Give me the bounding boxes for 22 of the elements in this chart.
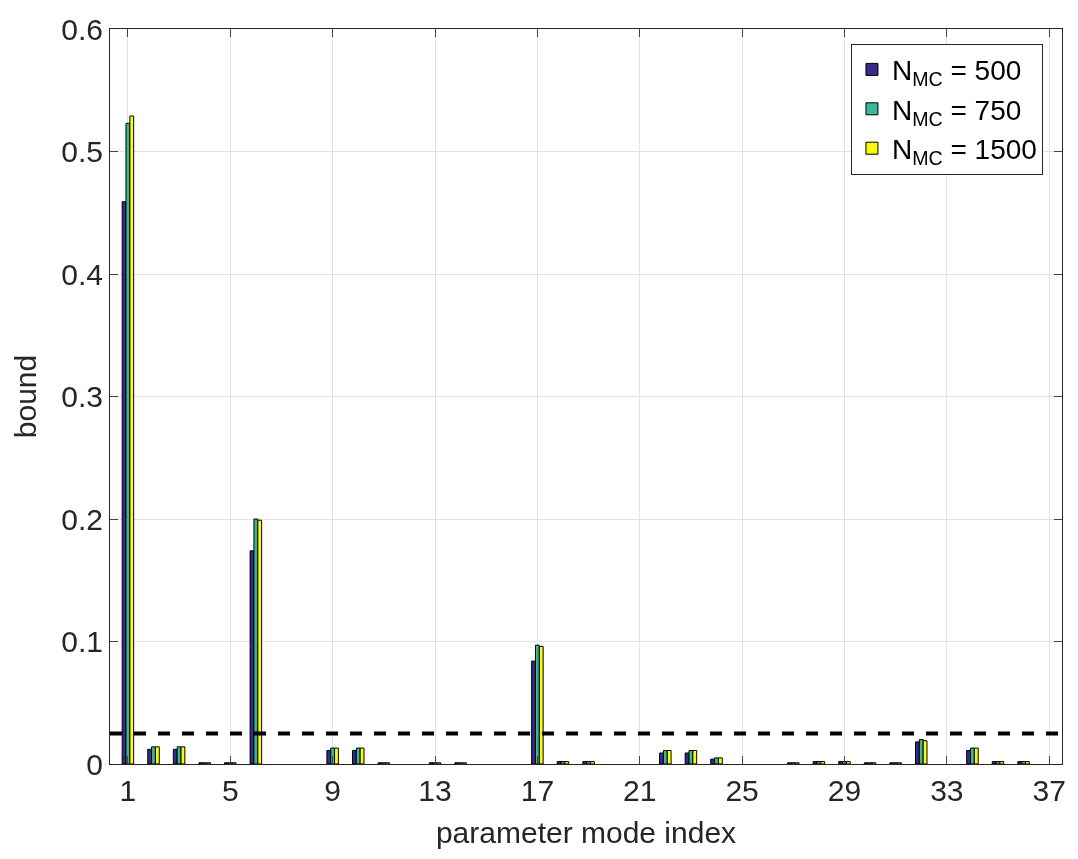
y-tick-label: 0	[86, 747, 103, 781]
legend-label: N$_{MC}$ = 500	[891, 55, 1022, 91]
legend-label: N$_{MC}$ = 1500	[891, 134, 1037, 169]
x-axis-title: parameter mode index	[435, 815, 737, 849]
y-tick-label: 0.6	[61, 12, 103, 46]
x-tick-label: 9	[324, 774, 341, 807]
y-tick-label: 0.3	[61, 380, 103, 413]
x-tick-label: 29	[827, 774, 862, 807]
y-tick-label: 0.5	[61, 135, 103, 168]
legend-label: N$_{MC}$ = 750	[891, 94, 1022, 130]
y-tick-label: 0.2	[61, 502, 103, 536]
x-tick-label: 5	[221, 774, 239, 807]
x-tick-label: 1	[119, 774, 137, 807]
x-tick-label: 17	[520, 774, 555, 807]
x-tick-label: 33	[930, 774, 964, 807]
y-tick-label: 0.4	[61, 257, 103, 291]
x-tick-label: 21	[623, 774, 657, 807]
x-tick-label: 13	[418, 774, 452, 807]
x-tick-label: 37	[1032, 774, 1066, 807]
x-tick-label: 25	[725, 774, 759, 807]
y-axis-title: bound	[9, 354, 43, 439]
y-tick-label: 0.1	[61, 625, 103, 658]
